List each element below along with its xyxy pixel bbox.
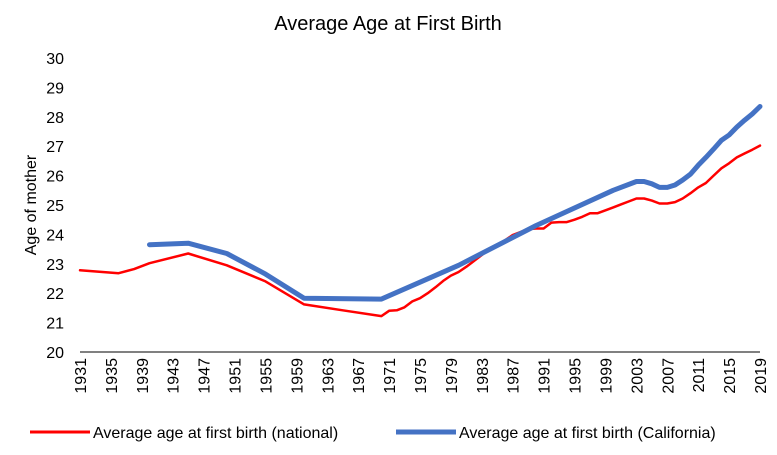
x-tick-label: 1991 (537, 358, 554, 394)
x-tick-label: 1975 (413, 358, 430, 394)
y-axis-title: Age of mother (23, 154, 40, 255)
y-tick-label: 20 (46, 345, 64, 362)
x-tick-label: 1935 (104, 358, 121, 394)
x-tick-label: 1971 (382, 358, 399, 394)
x-tick-label: 2011 (691, 358, 708, 393)
x-tick-label: 1999 (598, 358, 615, 394)
x-tick-label: 1955 (258, 358, 275, 394)
x-tick-label: 1939 (135, 358, 152, 394)
x-tick-label: 2003 (629, 358, 646, 394)
x-tick-label: 2007 (660, 358, 677, 394)
chart-title: Average Age at First Birth (274, 13, 502, 35)
x-tick-label: 1995 (568, 358, 585, 394)
y-tick-label: 27 (46, 139, 64, 156)
x-tick-label: 1963 (320, 358, 337, 394)
y-tick-label: 28 (46, 110, 64, 127)
series-line-california (147, 104, 763, 302)
y-tick-labels: 20 21 22 23 24 25 26 27 28 29 30 (46, 51, 64, 362)
series-line-national (78, 144, 762, 318)
y-tick-label: 23 (46, 257, 64, 274)
x-tick-label: 1931 (73, 358, 90, 394)
y-tick-label: 24 (46, 227, 64, 244)
x-tick-label: 2019 (753, 358, 770, 394)
x-tick-label: 1983 (475, 358, 492, 394)
x-tick-labels: 1931 1935 1939 1943 1947 1951 1955 1959 1963 1967… (73, 358, 770, 394)
legend-label-california: Average age at first birth (California) (459, 425, 716, 442)
x-tick-label: 1979 (444, 358, 461, 394)
y-tick-label: 26 (46, 169, 64, 186)
y-tick-label: 21 (46, 316, 64, 333)
x-tick-label: 1959 (289, 358, 306, 394)
x-tick-label: 1947 (197, 358, 214, 394)
x-tick-label: 1987 (506, 358, 523, 394)
y-tick-label: 29 (46, 80, 64, 97)
legend: Average age at first birth (national) Av… (30, 425, 716, 442)
x-tick-label: 1951 (228, 358, 245, 394)
legend-label-national: Average age at first birth (national) (93, 425, 338, 442)
y-tick-label: 30 (46, 51, 64, 68)
x-tick-label: 1943 (166, 358, 183, 394)
y-tick-label: 25 (46, 198, 64, 215)
series-lines (78, 104, 763, 318)
y-tick-label: 22 (46, 286, 64, 303)
x-tick-label: 1967 (351, 358, 368, 394)
x-tick-label: 2015 (722, 358, 739, 394)
